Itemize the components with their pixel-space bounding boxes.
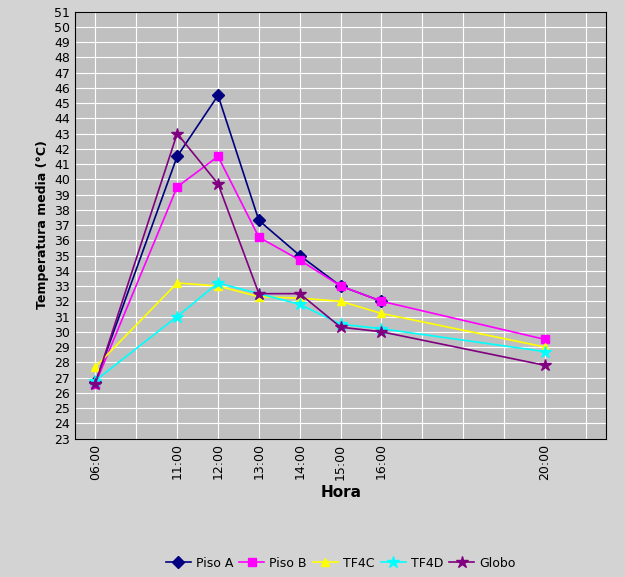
TF4D xyxy=(378,325,385,332)
TF4C xyxy=(337,298,344,305)
Globo xyxy=(214,181,222,188)
Piso A xyxy=(255,217,262,224)
Globo xyxy=(378,328,385,335)
Piso B xyxy=(296,257,304,264)
TF4D xyxy=(92,377,99,384)
TF4C xyxy=(255,293,262,300)
TF4C xyxy=(214,283,222,290)
Piso A xyxy=(296,252,304,259)
Line: Globo: Globo xyxy=(89,128,551,390)
Globo xyxy=(92,380,99,387)
Line: Piso B: Piso B xyxy=(91,152,549,388)
Piso B xyxy=(255,234,262,241)
Globo xyxy=(173,130,181,137)
Legend: Piso A, Piso B, TF4C, TF4D, Globo: Piso A, Piso B, TF4C, TF4D, Globo xyxy=(161,552,521,575)
TF4C xyxy=(541,343,549,350)
Piso A xyxy=(173,153,181,160)
Globo xyxy=(255,290,262,297)
Piso B xyxy=(92,380,99,387)
Globo xyxy=(541,362,549,369)
X-axis label: Hora: Hora xyxy=(320,485,361,500)
Line: TF4D: TF4D xyxy=(89,277,551,387)
Piso B xyxy=(173,183,181,190)
Piso B xyxy=(378,298,385,305)
Piso A xyxy=(337,283,344,290)
TF4C xyxy=(296,295,304,302)
TF4C xyxy=(92,364,99,370)
TF4D xyxy=(337,321,344,328)
Piso B xyxy=(337,283,344,290)
TF4D xyxy=(255,290,262,297)
Piso B xyxy=(541,336,549,343)
TF4C xyxy=(173,279,181,286)
Piso B xyxy=(214,153,222,160)
Globo xyxy=(337,324,344,331)
Line: TF4C: TF4C xyxy=(91,279,549,371)
TF4D xyxy=(541,348,549,355)
Piso A xyxy=(214,92,222,99)
TF4D xyxy=(214,279,222,286)
Globo xyxy=(296,290,304,297)
Piso A xyxy=(378,298,385,305)
TF4D xyxy=(173,313,181,320)
TF4D xyxy=(296,301,304,308)
Piso A xyxy=(92,379,99,385)
Y-axis label: Temperatura media (°C): Temperatura media (°C) xyxy=(36,141,49,309)
TF4C xyxy=(378,310,385,317)
Line: Piso A: Piso A xyxy=(91,91,386,386)
